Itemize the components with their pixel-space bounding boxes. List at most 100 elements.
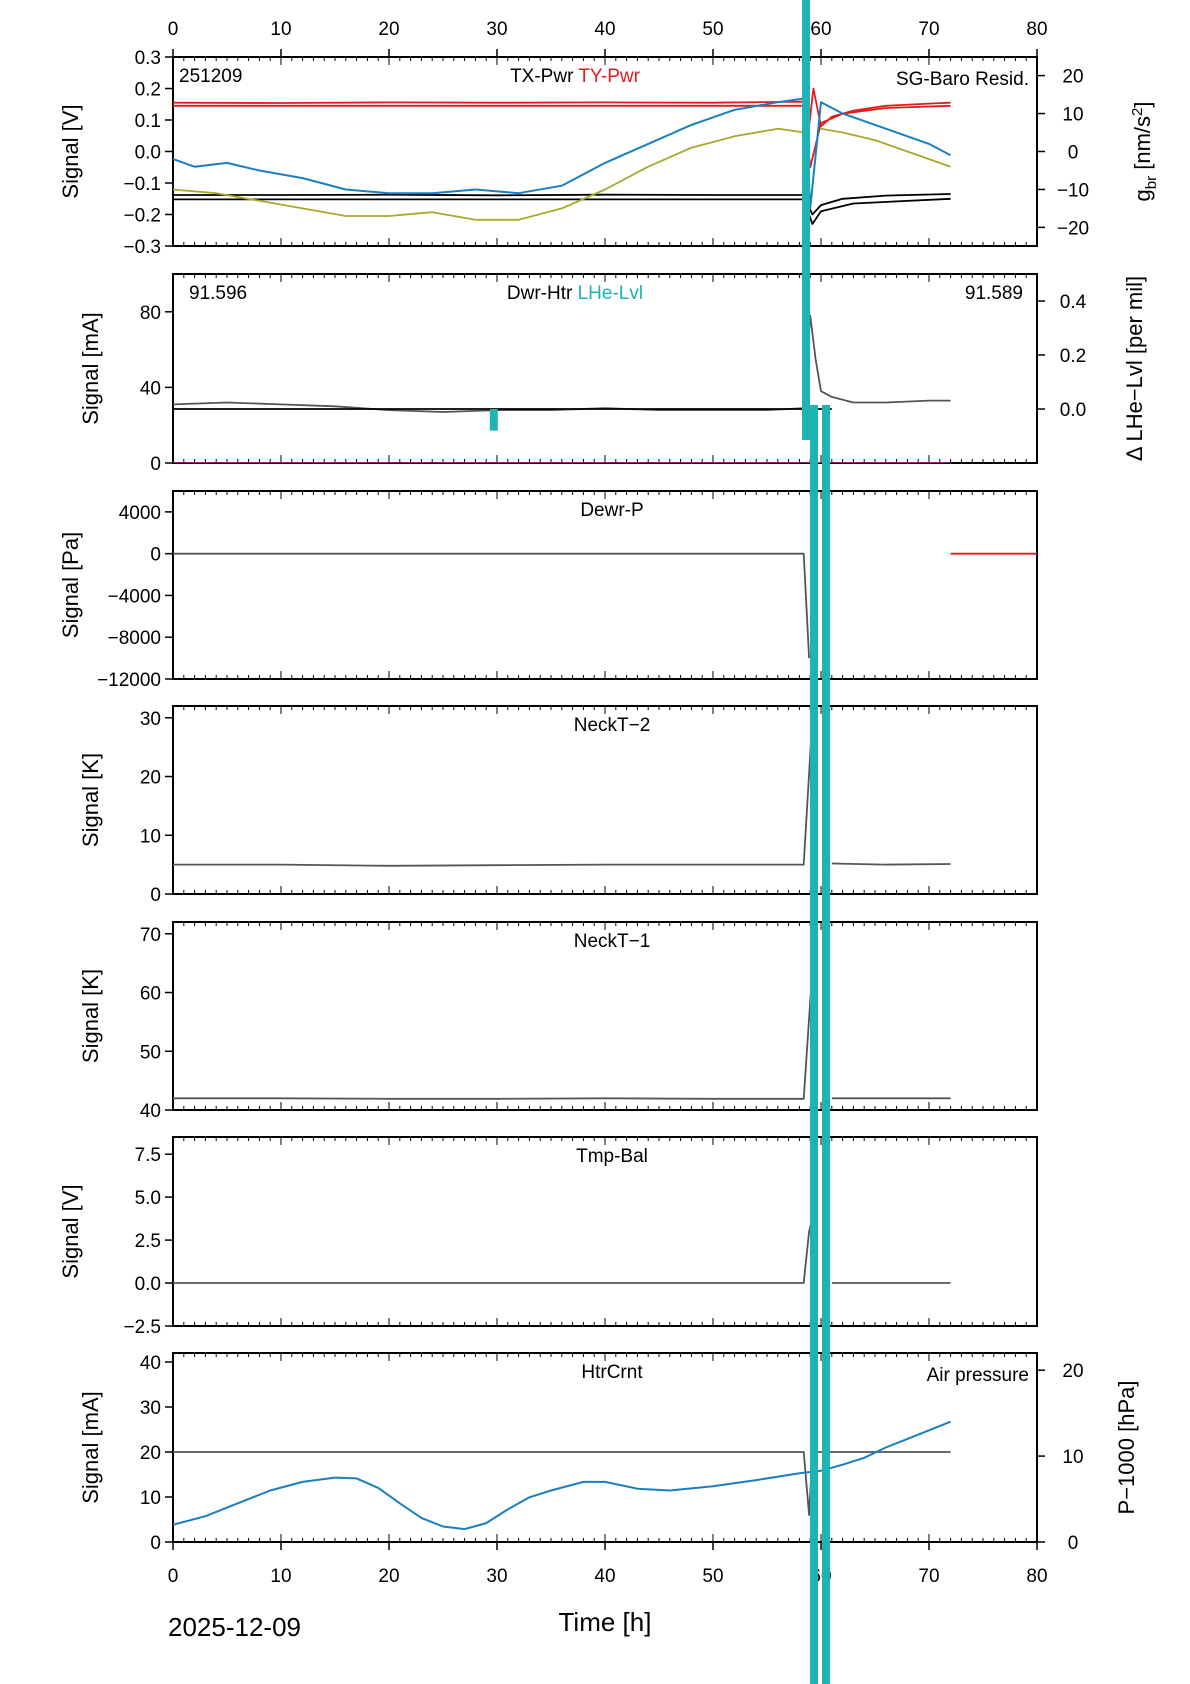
y-axis-label: Signal [V] (58, 104, 83, 198)
panel-title-main: TX-Pwr (510, 66, 574, 87)
panel-title-main: Dwr-Htr (507, 283, 573, 304)
bottom-tick-label: 40 (594, 1566, 615, 1587)
y-tick-label: 40 (140, 1353, 161, 1374)
y-tick-label: 0 (150, 545, 161, 566)
y-tick-label: −4000 (108, 586, 161, 607)
series-line-ty-pwr (173, 87, 951, 137)
panel-p3: −12000 −8000 −4000 0 4000 Signal [Pa] Dewr-P (58, 490, 1038, 691)
series-line-neckt-2-after (831, 862, 951, 866)
y-tick-label: 0 (150, 454, 161, 475)
series-line-dewr-p (173, 552, 810, 659)
series-line-tx-pwr (173, 193, 951, 216)
top-tick-label: 30 (486, 19, 507, 40)
y-tick-label: −0.3 (123, 237, 161, 258)
y-tick-label: 20 (140, 768, 161, 789)
series-line-tmp-bal (173, 1214, 815, 1284)
y-tick-label: 2.5 (135, 1231, 161, 1252)
panel-corner-label: 251209 (179, 66, 242, 87)
bottom-tick-label: 70 (918, 1566, 939, 1587)
top-tick-label: 80 (1026, 19, 1047, 40)
panel-right-label: SG-Baro Resid. (896, 69, 1029, 90)
bottom-time-axis: 0 10 20 30 40 50 60 70 80 (168, 1566, 1048, 1587)
y2-label-sup: 2 (1129, 108, 1146, 116)
y-axis-label: Signal [mA] (78, 312, 103, 425)
y-tick-label: −12000 (97, 670, 161, 691)
panel-title: Dewr-P (580, 500, 643, 521)
y2-tick-label: 20 (1062, 67, 1083, 88)
y2-label-main: g (1130, 189, 1155, 201)
series-line-tx-pwr-lower (173, 197, 951, 225)
y2-label-end: ] (1130, 102, 1155, 108)
panel-title: TX-Pwr TY-Pwr (510, 66, 641, 87)
series-group (173, 314, 951, 463)
series-line-dwr-htr (173, 314, 951, 413)
y2-tick-label: −20 (1057, 218, 1089, 239)
series-group (173, 552, 1037, 659)
y2-tick-label: 20 (1062, 1361, 1083, 1382)
event-marker-2 (810, 405, 818, 1684)
series-group (173, 1214, 951, 1284)
series-line-htrcrnt (173, 1451, 951, 1516)
panel-title-second: LHe-Lvl (578, 283, 643, 304)
y-tick-label: 0.1 (135, 111, 161, 132)
top-tick-label: 10 (270, 19, 291, 40)
top-tick-label: 40 (594, 19, 615, 40)
y-axis-label: Signal [K] (78, 969, 103, 1063)
y-tick-label: 0.0 (135, 143, 161, 164)
series-group (173, 1420, 951, 1531)
y-tick-label: 7.5 (135, 1145, 161, 1166)
y-tick-label: −0.1 (123, 174, 161, 195)
y2-tick-label: 0 (1068, 1533, 1079, 1554)
panel-title: NeckT−1 (574, 931, 651, 952)
panel-title: HtrCrnt (581, 1362, 643, 1383)
y-axis-label: Signal [K] (78, 753, 103, 847)
y2-axis-label: gbr [nm/s2] (1129, 102, 1160, 202)
series-line-olive-after (820, 127, 951, 168)
y2-label-unit: [nm/s (1130, 116, 1155, 176)
panel-p1: −0.3 −0.2 −0.1 0.0 0.1 0.2 0.3 −20 −10 0 10 20 Signa… (58, 48, 1160, 258)
top-tick-label: 0 (168, 19, 179, 40)
y-tick-label: −8000 (108, 628, 161, 649)
y-axis-label: Signal [mA] (78, 1391, 103, 1504)
bottom-tick-label: 80 (1026, 1566, 1047, 1587)
top-time-axis: 0 10 20 30 40 50 60 70 80 (168, 19, 1048, 40)
series-group (173, 87, 952, 225)
y2-tick-label: 0.4 (1060, 292, 1087, 313)
y-axis-label: Signal [V] (58, 1184, 83, 1278)
series-line-ty-pwr-lower (173, 104, 951, 169)
panel-p7: 0 10 20 30 40 0 10 20 Signal [mA] HtrCrnt Air pres… (78, 1352, 1139, 1554)
y-tick-label: −0.2 (123, 206, 161, 227)
y2-tick-label: 0.2 (1060, 346, 1086, 367)
y2-tick-label: −10 (1057, 180, 1089, 201)
series-line-olive (173, 127, 805, 221)
y2-tick-label: 10 (1062, 105, 1083, 126)
y-tick-label: 10 (140, 1488, 161, 1509)
y-tick-label: 0 (150, 1533, 161, 1554)
lhe-end-value: 91.589 (965, 283, 1023, 304)
y-tick-label: 0 (150, 885, 161, 906)
panel-right-label: Air pressure (927, 1365, 1029, 1386)
y-tick-label: 0.3 (135, 48, 161, 69)
y-tick-label: 10 (140, 826, 161, 847)
top-tick-label: 20 (378, 19, 399, 40)
bottom-tick-label: 10 (270, 1566, 291, 1587)
y2-label-sub: br (1143, 176, 1160, 189)
y-tick-label: 30 (140, 1398, 161, 1419)
y2-tick-label: 10 (1062, 1447, 1083, 1468)
y2-axis-label: Δ LHe−Lvl [per mil] (1122, 276, 1147, 461)
y-tick-label: 60 (140, 984, 161, 1005)
bottom-tick-label: 20 (378, 1566, 399, 1587)
y-tick-label: 30 (140, 709, 161, 730)
panel-title-second: TY-Pwr (578, 66, 640, 87)
series-line-sg-baro-resid- (173, 97, 952, 210)
top-tick-label: 70 (918, 19, 939, 40)
series-group (173, 968, 951, 1100)
date-label: 2025-12-09 (168, 1612, 301, 1642)
panel-p5: 40 50 60 70 Signal [K] NeckT−1 (78, 921, 1038, 1122)
y-tick-label: 0.2 (135, 80, 161, 101)
y-tick-label: 0.0 (135, 1274, 161, 1295)
panel-title: Tmp-Bal (576, 1146, 648, 1167)
y2-tick-label: 0.0 (1060, 400, 1086, 421)
bottom-tick-label: 0 (168, 1566, 179, 1587)
